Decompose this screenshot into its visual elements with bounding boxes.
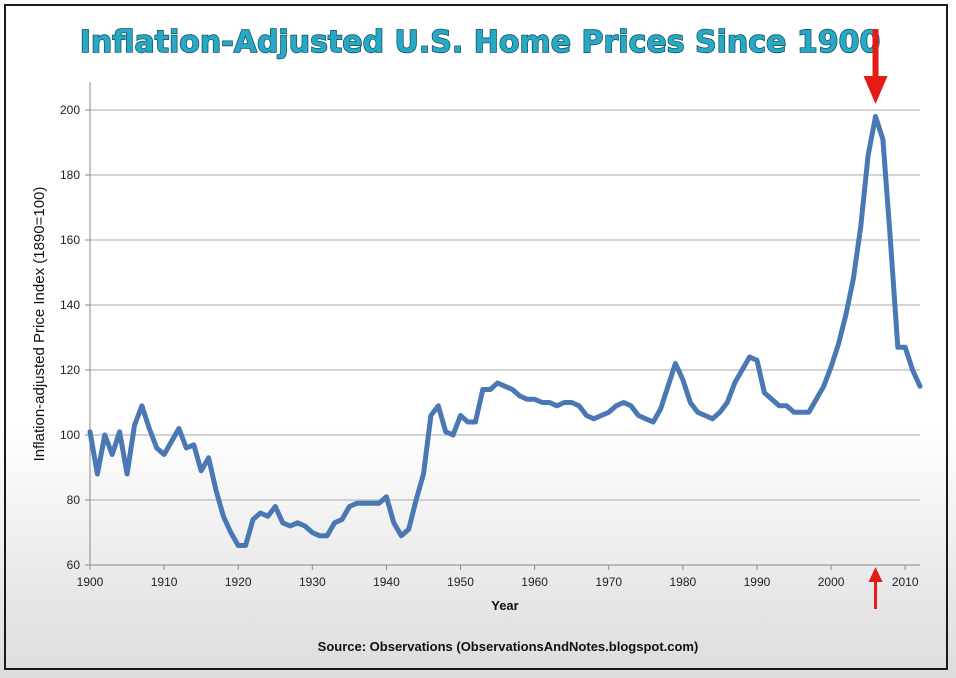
year-arrow-shaft: [874, 581, 878, 609]
x-tick-label-1950: 1950: [447, 575, 474, 589]
gridlines: [90, 109, 920, 501]
chart-title: Inflation-Adjusted U.S. Home Prices Sinc…: [80, 25, 881, 60]
x-tick-label-1990: 1990: [744, 575, 771, 589]
source-note: Source: Observations (ObservationsAndNot…: [318, 639, 699, 654]
x-tick-label-1940: 1940: [373, 575, 400, 589]
y-tick-label-180: 180: [60, 168, 80, 182]
x-tick-label-1910: 1910: [151, 575, 178, 589]
peak-arrow-shaft: [872, 29, 879, 77]
y-axis-ticks: 60 80 100 120 140 160 180 200: [60, 103, 90, 572]
y-axis-label: Inflation-adjusted Price Index (1890=100…: [31, 187, 48, 462]
x-tick-label-2010: 2010: [892, 575, 919, 589]
y-tick-label-100: 100: [60, 428, 80, 442]
x-axis-label: Year: [491, 598, 518, 613]
x-axis-ticks: 1900 1910 1920 1930 1940 1950 1960 1970 1980 1990…: [77, 565, 919, 589]
series-line-home-price-index: [87, 114, 923, 548]
chart-frame: [4, 4, 948, 670]
x-tick-label-1930: 1930: [299, 575, 326, 589]
y-tick-label-120: 120: [60, 363, 80, 377]
x-tick-label-1980: 1980: [670, 575, 697, 589]
x-tick-label-1970: 1970: [595, 575, 622, 589]
y-tick-label-60: 60: [67, 558, 81, 572]
y-tick-label-200: 200: [60, 103, 80, 117]
peak-arrow-down: [863, 29, 888, 104]
x-tick-label-1900: 1900: [77, 575, 104, 589]
y-tick-label-140: 140: [60, 298, 80, 312]
year-arrow-head: [868, 567, 883, 582]
peak-arrow-up: [868, 567, 883, 609]
peak-arrow-head: [863, 76, 888, 104]
x-tick-label-2000: 2000: [818, 575, 845, 589]
x-tick-label-1920: 1920: [225, 575, 252, 589]
x-tick-label-1960: 1960: [521, 575, 548, 589]
y-tick-label-160: 160: [60, 233, 80, 247]
y-tick-label-80: 80: [67, 493, 81, 507]
